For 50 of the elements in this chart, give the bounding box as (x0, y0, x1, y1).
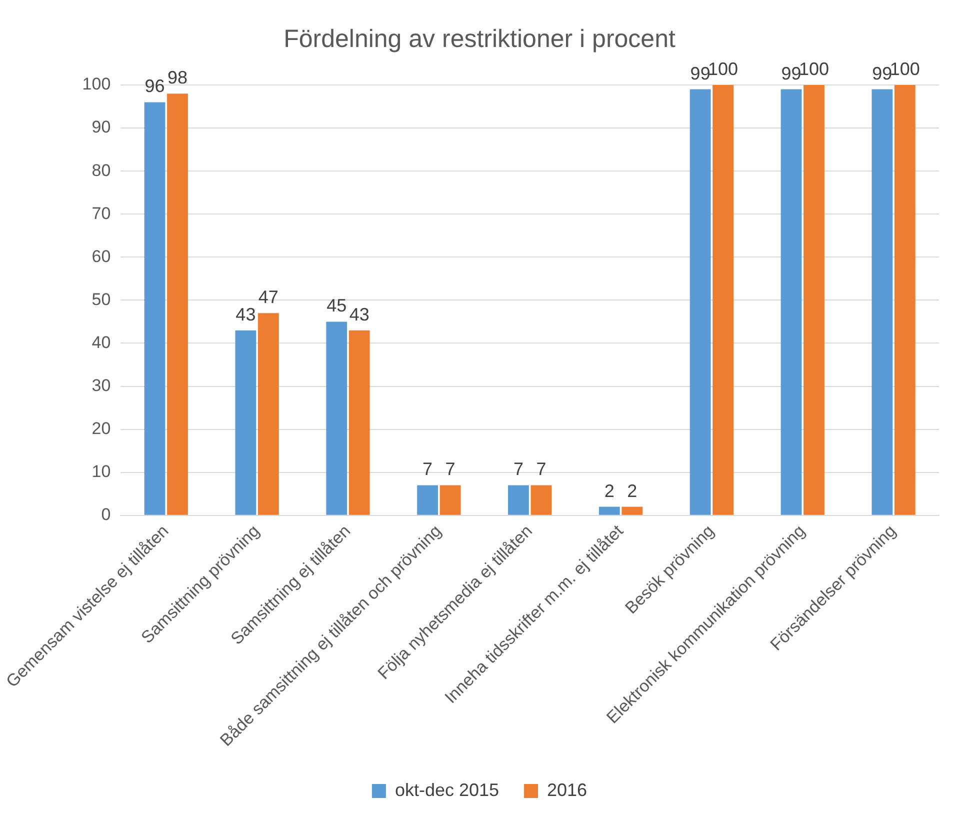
bar (622, 506, 643, 515)
y-tick-label: 90 (92, 118, 111, 137)
y-tick-label: 100 (82, 74, 111, 94)
data-label: 96 (144, 76, 165, 96)
data-label: 7 (445, 459, 456, 480)
legend-label: 2016 (547, 780, 588, 800)
chart-title: Fördelning av restriktioner i procent (284, 24, 676, 53)
y-tick-label: 20 (92, 419, 111, 438)
bar (258, 313, 279, 515)
bar (804, 85, 824, 515)
data-label: 47 (258, 287, 278, 308)
bar (598, 506, 620, 515)
data-label: 43 (349, 304, 370, 324)
bar (872, 89, 893, 515)
data-label: 100 (708, 58, 738, 79)
data-label: 99 (872, 63, 892, 84)
data-label: 100 (798, 58, 829, 79)
bar (144, 102, 166, 515)
bar (326, 322, 348, 515)
bar (348, 330, 370, 515)
bar (894, 85, 916, 515)
data-label: 45 (326, 296, 347, 316)
bar (235, 330, 256, 515)
data-label: 43 (236, 304, 256, 324)
bar (167, 94, 188, 515)
y-tick-label: 80 (92, 160, 111, 180)
bar (780, 89, 802, 515)
data-label: 99 (781, 63, 802, 84)
data-label: 100 (890, 58, 920, 79)
data-label: 7 (536, 459, 546, 480)
y-tick-label: 10 (92, 462, 111, 482)
legend-label: okt-dec 2015 (394, 780, 500, 800)
y-tick-label: 70 (92, 204, 111, 223)
data-label: 98 (167, 68, 188, 88)
y-tick-label: 40 (92, 332, 111, 352)
y-tick-label: 50 (92, 290, 111, 309)
y-tick-label: 30 (92, 376, 111, 395)
data-label: 2 (604, 480, 614, 501)
y-tick-label: 60 (92, 246, 111, 266)
bar (530, 485, 552, 515)
data-label: 7 (422, 459, 433, 480)
bar (690, 89, 711, 515)
bar (712, 85, 734, 515)
bar (508, 485, 529, 515)
y-tick-label: 0 (101, 505, 111, 524)
bar (440, 485, 461, 515)
bar (417, 485, 438, 515)
data-label: 7 (513, 459, 524, 480)
data-label: 2 (627, 480, 638, 501)
data-label: 99 (690, 63, 710, 84)
